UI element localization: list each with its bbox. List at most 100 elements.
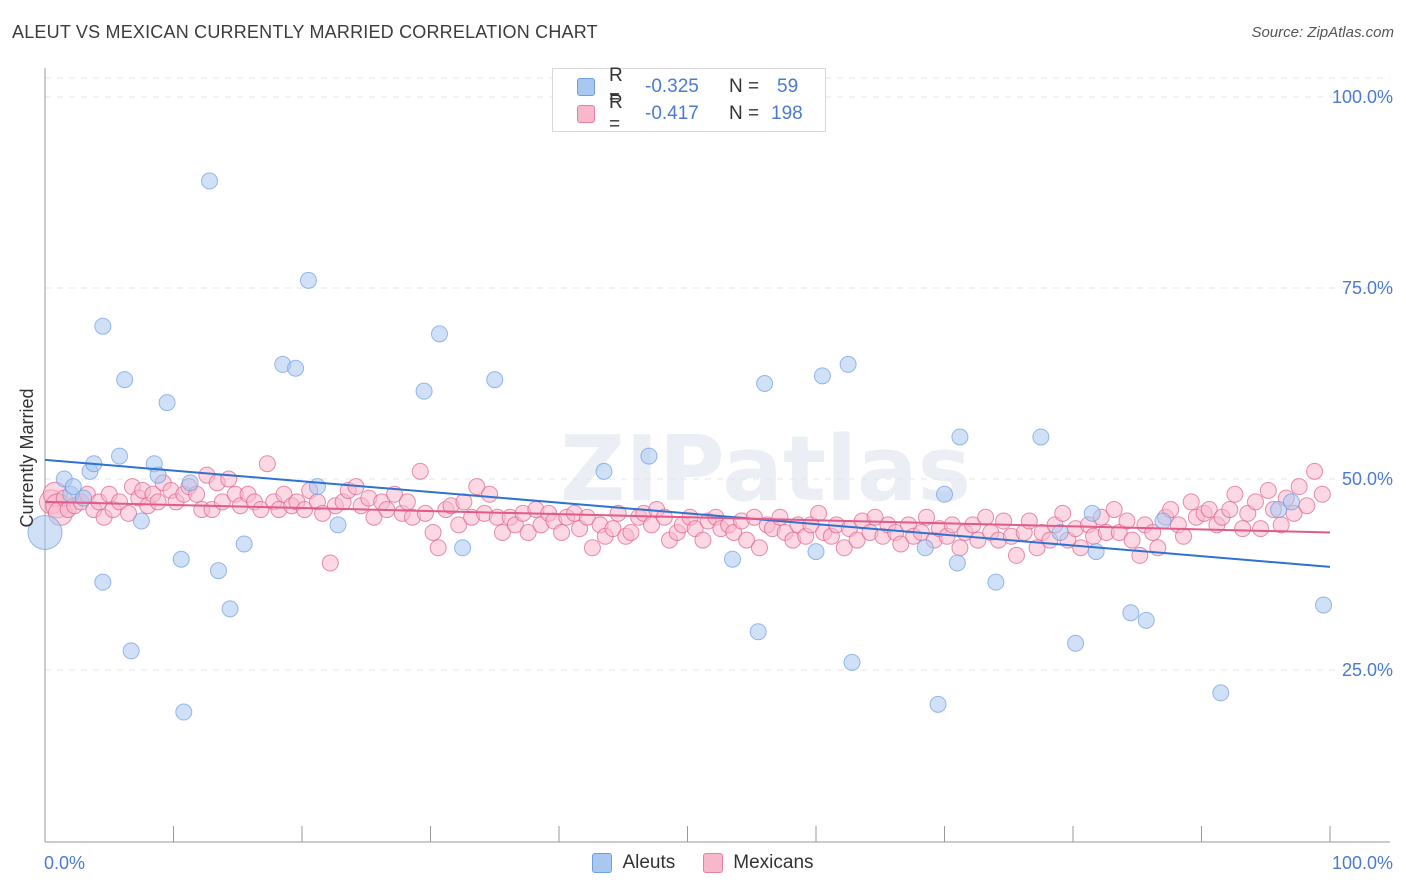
mexicans-point-146 <box>943 516 961 534</box>
aleuts-point-58 <box>1315 596 1333 614</box>
aleuts-point-18 <box>181 474 199 492</box>
mexicans-point-190 <box>1226 485 1244 503</box>
grid-layer <box>45 77 1390 671</box>
mexicans-point-45 <box>296 501 314 519</box>
mexicans-point-90 <box>583 539 601 557</box>
chart-title: ALEUT VS MEXICAN CURRENTLY MARRIED CORRE… <box>12 22 598 42</box>
aleuts-point-49 <box>1067 634 1085 652</box>
legend-item-aleuts[interactable]: Aleuts <box>592 852 675 874</box>
aleuts-point-12 <box>132 512 150 530</box>
y-axis-label: Currently Married <box>17 388 37 527</box>
aleuts-legend-swatch <box>592 853 613 873</box>
mexicans-point-171 <box>1105 501 1123 519</box>
mexicans-point-183 <box>1182 493 1200 511</box>
aleuts-point-26 <box>308 478 326 496</box>
mexicans-point-70 <box>455 493 473 511</box>
y-tick-label-25: 25.0% <box>1342 660 1393 680</box>
aleuts-swatch <box>577 78 595 96</box>
mexicans-point-191 <box>1234 520 1252 538</box>
mexicans-point-131 <box>848 531 866 549</box>
aleuts-point-29 <box>430 325 448 343</box>
n-value: 59 <box>777 76 799 97</box>
aleuts-point-10 <box>116 371 134 389</box>
mexicans-point-125 <box>810 504 828 522</box>
aleuts-point-41 <box>916 539 934 557</box>
aleuts-point-28 <box>415 382 433 400</box>
aleuts-point-46 <box>987 573 1005 591</box>
aleuts-point-35 <box>749 623 767 641</box>
aleuts-point-27 <box>329 516 347 534</box>
aleuts-point-54 <box>1154 512 1172 530</box>
mexicans-point-33 <box>220 470 238 488</box>
mexicans-point-156 <box>1007 546 1025 564</box>
mexicans-point-150 <box>969 531 987 549</box>
x-tick-label-0: 0.0% <box>44 853 85 873</box>
mexicans-point-38 <box>252 501 270 519</box>
mexicans-point-74 <box>481 485 499 503</box>
mexicans-point-158 <box>1020 512 1038 530</box>
aleuts-point-44 <box>948 554 966 572</box>
aleuts-point-57 <box>1282 493 1300 511</box>
aleuts-point-7 <box>94 573 112 591</box>
mexicans-point-72 <box>468 478 486 496</box>
source-credit: Source: ZipAtlas.com <box>1251 24 1394 41</box>
mexicans-point-201 <box>1298 497 1316 515</box>
y-tick-label-100: 100.0% <box>1332 87 1393 107</box>
mexicans-legend-swatch <box>703 853 724 873</box>
n-value: 198 <box>771 103 803 124</box>
correlation-legend: R = -0.325 N = 59 R = -0.417 N = 198 <box>552 65 826 135</box>
n-label: N = <box>729 103 760 124</box>
mexicans-point-94 <box>609 504 627 522</box>
r-label: R = <box>609 92 623 135</box>
mexicans-legend-label: Mexicans <box>733 852 814 873</box>
aleuts-points <box>27 172 1333 721</box>
x-tick-label-100: 100.0% <box>1332 853 1393 873</box>
aleuts-legend-label: Aleuts <box>622 852 676 873</box>
mexicans-point-63 <box>411 462 429 480</box>
aleuts-point-20 <box>209 562 227 580</box>
mexicans-point-76 <box>493 523 511 541</box>
aleuts-point-52 <box>1122 604 1140 622</box>
mexicans-point-203 <box>1313 485 1331 503</box>
aleuts-point-24 <box>287 359 305 377</box>
aleuts-point-34 <box>723 550 741 568</box>
mexicans-swatch <box>577 105 595 123</box>
mexicans-point-129 <box>835 539 853 557</box>
aleuts-point-39 <box>839 355 857 373</box>
mexicans-point-61 <box>398 493 416 511</box>
mexicans-point-80 <box>519 523 537 541</box>
mexicans-point-202 <box>1306 462 1324 480</box>
mexicans-point-147 <box>951 539 969 557</box>
mexicans-point-200 <box>1290 478 1308 496</box>
aleuts-point-40 <box>843 653 861 671</box>
r-value: -0.417 <box>645 103 699 124</box>
aleuts-point-36 <box>756 375 774 392</box>
aleuts-point-31 <box>486 371 504 389</box>
tick-labels: 25.0% 50.0% 75.0% 100.0% 0.0% 100.0% <box>44 87 1393 873</box>
aleuts-point-47 <box>1032 428 1050 446</box>
aleuts-point-48 <box>1051 523 1069 541</box>
mexicans-point-182 <box>1175 527 1193 545</box>
trend-lines <box>44 458 1331 568</box>
mexicans-point-107 <box>694 531 712 549</box>
mexicans-point-85 <box>553 523 571 541</box>
mexicans-point-186 <box>1200 501 1218 519</box>
aleuts-point-21 <box>221 600 239 618</box>
n-label: N = <box>729 76 760 97</box>
mexicans-point-39 <box>258 455 276 473</box>
mexicans-point-195 <box>1259 481 1277 499</box>
aleuts-point-11 <box>122 642 140 660</box>
aleuts-point-42 <box>929 695 947 713</box>
mexicans-point-21 <box>149 493 167 511</box>
aleuts-point-50 <box>1083 504 1101 522</box>
y-tick-label-75: 75.0% <box>1342 278 1393 298</box>
r-label: R = <box>609 65 623 108</box>
aleuts-point-19 <box>200 172 218 190</box>
aleuts-point-0 <box>27 514 63 550</box>
series-legend: Aleuts Mexicans <box>0 852 1406 874</box>
aleuts-point-45 <box>951 428 969 446</box>
legend-item-mexicans[interactable]: Mexicans <box>703 852 814 874</box>
aleuts-point-32 <box>595 462 613 480</box>
aleuts-point-14 <box>149 466 167 484</box>
